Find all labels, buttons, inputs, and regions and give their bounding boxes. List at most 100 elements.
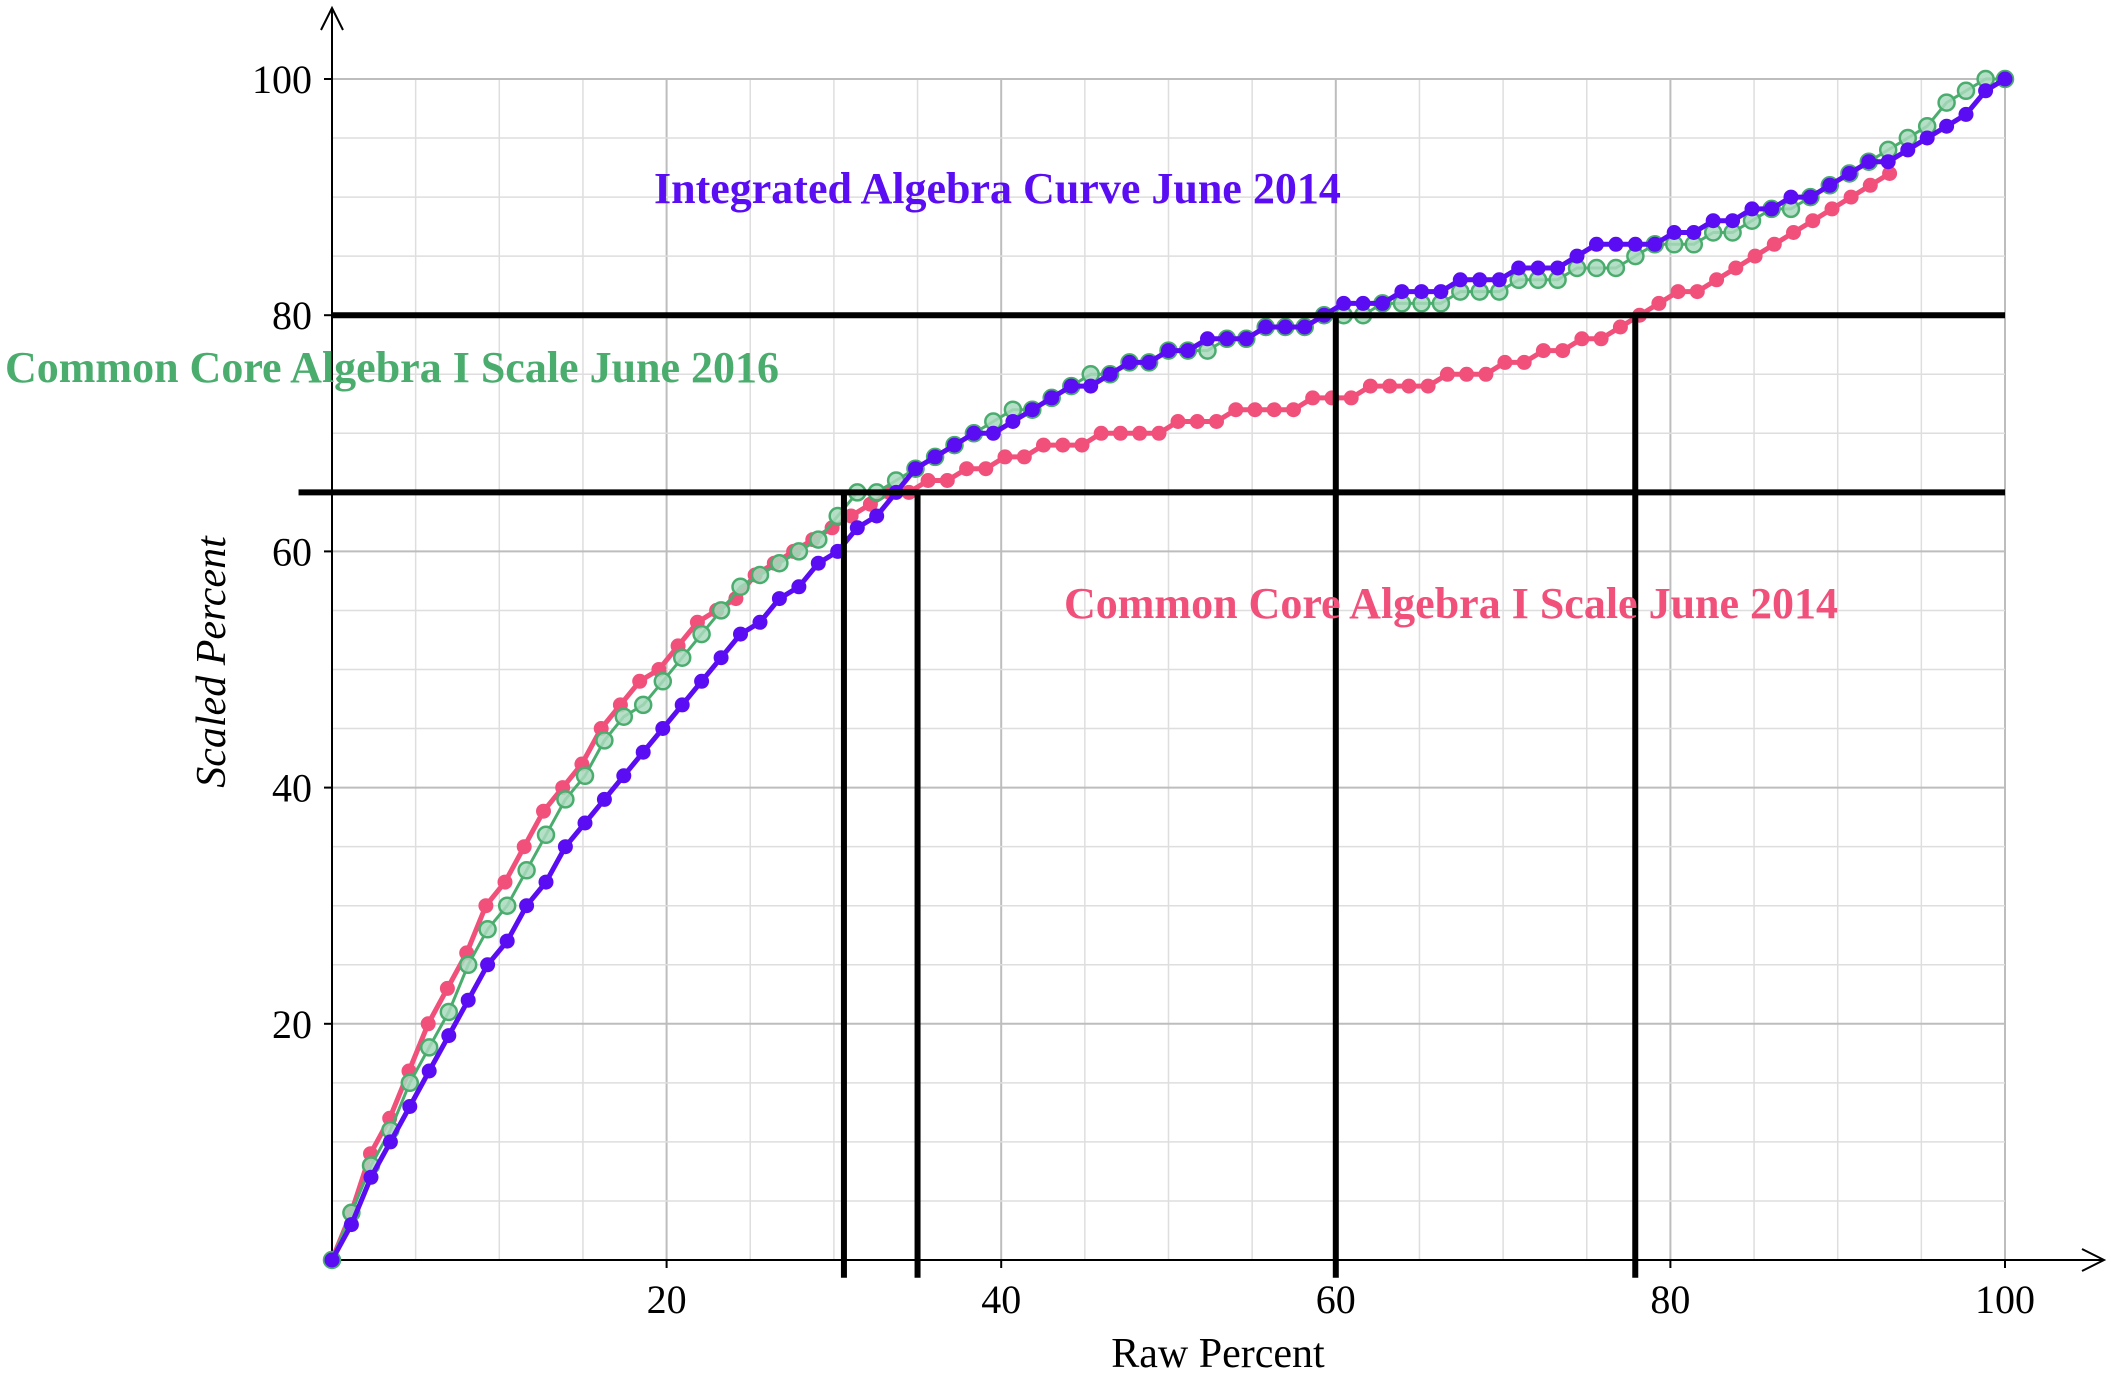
data-point — [1725, 213, 1741, 229]
data-point — [771, 591, 787, 607]
data-point — [985, 425, 1001, 441]
data-point — [1161, 343, 1176, 359]
data-point — [1593, 331, 1609, 347]
data-point — [1063, 378, 1079, 394]
data-point — [810, 555, 826, 571]
y-tick-label: 100 — [252, 57, 312, 102]
data-point — [1978, 83, 1994, 99]
data-point — [1939, 118, 1955, 134]
data-point — [653, 672, 673, 691]
data-point — [1122, 354, 1137, 370]
data-point — [633, 695, 653, 715]
data-point — [439, 1002, 459, 1022]
reference-lines — [298, 312, 2005, 1278]
data-point — [959, 461, 975, 477]
data-point — [402, 1099, 418, 1114]
data-point — [791, 579, 807, 595]
data-point — [1880, 154, 1896, 170]
data-point — [939, 473, 955, 488]
data-point — [908, 461, 923, 477]
data-point — [1247, 402, 1263, 418]
data-point — [849, 520, 865, 536]
data-point — [1555, 343, 1571, 359]
data-point — [1439, 366, 1455, 382]
data-point — [1258, 319, 1274, 335]
data-point — [1705, 213, 1721, 229]
data-point — [750, 565, 770, 585]
data-point — [1093, 425, 1109, 441]
data-point — [1709, 272, 1725, 288]
data-point — [1627, 236, 1643, 252]
data-point — [1472, 272, 1488, 288]
data-point — [1055, 437, 1071, 453]
data-point — [1900, 142, 1916, 158]
data-point — [1433, 284, 1449, 300]
data-point — [978, 461, 994, 477]
data-point — [770, 553, 789, 573]
data-point — [789, 542, 809, 561]
data-point — [1083, 378, 1099, 394]
data-point — [419, 1038, 439, 1057]
data-point — [1200, 331, 1215, 347]
data-point — [1297, 319, 1313, 335]
series-common-core-algebra-i-scale-june-2014 — [324, 166, 1898, 1268]
data-point — [478, 898, 494, 914]
data-point — [694, 673, 710, 689]
data-point — [596, 791, 612, 807]
data-point — [460, 992, 476, 1008]
data-point — [1569, 248, 1585, 264]
data-point — [1841, 166, 1857, 181]
data-point — [966, 425, 982, 441]
series-line — [329, 171, 1893, 1263]
data-point — [324, 1252, 340, 1268]
data-point — [497, 874, 513, 890]
data-point — [1305, 390, 1321, 406]
x-tick-label: 100 — [1975, 1277, 2035, 1322]
data-point — [536, 803, 551, 819]
y-axis-title: Scaled Percent — [189, 535, 235, 788]
data-point — [692, 624, 711, 644]
data-point — [1670, 284, 1686, 300]
data-point — [1491, 272, 1507, 288]
data-point — [1882, 166, 1898, 181]
data-point — [1550, 260, 1566, 276]
data-point — [420, 1016, 436, 1032]
data-point — [1286, 402, 1301, 418]
data-point — [1862, 177, 1878, 193]
data-point — [516, 839, 532, 855]
data-point — [1024, 402, 1040, 418]
y-tick-label: 20 — [272, 1002, 312, 1047]
x-tick-label: 80 — [1650, 1277, 1690, 1322]
data-point — [519, 898, 535, 914]
data-point — [1530, 260, 1546, 276]
x-tick-labels: 20 40 60 80 100 — [647, 1277, 2035, 1322]
data-point — [1343, 390, 1359, 406]
data-point — [1219, 331, 1235, 347]
data-point — [1574, 331, 1590, 347]
data-point — [400, 1073, 420, 1093]
data-point — [458, 955, 478, 975]
y-tick-label: 80 — [272, 293, 312, 338]
data-point — [1958, 106, 1974, 122]
data-point — [731, 577, 750, 597]
data-point — [575, 766, 595, 786]
data-point — [1783, 189, 1799, 205]
grid — [332, 78, 2006, 1260]
x-tick-label: 20 — [647, 1277, 687, 1322]
data-point — [556, 790, 575, 809]
data-point — [1016, 449, 1032, 465]
data-point — [1937, 93, 1956, 112]
data-point — [1919, 130, 1935, 146]
data-point — [1647, 236, 1663, 252]
data-point — [538, 874, 554, 890]
data-point — [733, 626, 748, 642]
data-point — [382, 1134, 398, 1150]
data-point — [1151, 425, 1167, 441]
data-point — [614, 707, 634, 726]
data-point — [1766, 236, 1782, 252]
data-point — [1612, 319, 1628, 335]
data-point — [1666, 225, 1682, 240]
x-axis-arrow — [2081, 1248, 2107, 1272]
data-point — [1180, 343, 1196, 359]
data-point — [1074, 437, 1090, 453]
